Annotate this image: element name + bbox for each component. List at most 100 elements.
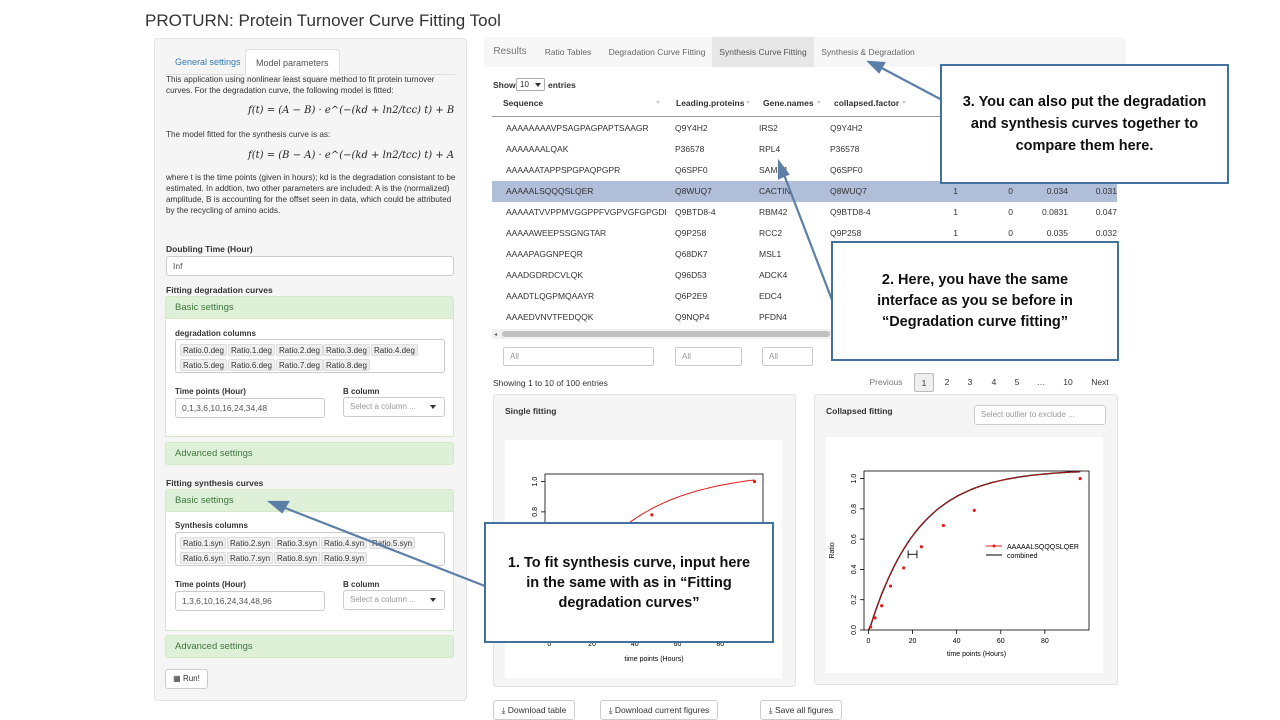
table-cell-cf: Q9P258 <box>830 228 862 238</box>
chevron-down-icon <box>430 405 436 409</box>
data-point <box>919 545 923 549</box>
synthesis-advanced-settings-header[interactable]: Advanced settings <box>165 635 454 658</box>
tag-ratio-1-syn[interactable]: Ratio.1.syn <box>180 537 227 549</box>
sort-icon <box>656 101 660 107</box>
tab-general-settings[interactable]: General settings <box>175 57 241 67</box>
tag-ratio-2-syn[interactable]: Ratio.2.syn <box>227 537 274 549</box>
legend-label-combined: combined <box>1007 553 1037 560</box>
pagination-page-2[interactable]: 2 <box>944 377 950 387</box>
results-label: Results <box>493 46 527 57</box>
table-row[interactable]: AAAAATVVPPMVGGPPFVGPVGFGPGDR Q9BTD8-4 RBM4… <box>492 202 1117 223</box>
arrow-2 <box>781 171 834 301</box>
tag-ratio-8-deg[interactable]: Ratio.8.deg <box>323 359 370 371</box>
degradation-b-column-select[interactable]: Select a column ... <box>343 397 445 417</box>
scrollbar-thumb[interactable] <box>502 331 830 337</box>
data-point <box>972 508 976 512</box>
pagination-next[interactable]: Next <box>1091 377 1109 387</box>
tab-ratio-tables[interactable]: Ratio Tables <box>544 47 592 57</box>
y-tick-label: 0.8 <box>851 504 858 514</box>
table-row[interactable]: AAAAAWEEPSSGNGTAR Q9P258 RCC2 Q9P258 1 0 0.035… <box>492 223 1117 244</box>
tag-ratio-6-deg[interactable]: Ratio.6.deg <box>228 359 275 371</box>
legend-marker-peptide <box>992 544 996 548</box>
pagination-page-10[interactable]: 10 <box>1063 377 1073 387</box>
tag-ratio-0-deg[interactable]: Ratio.0.deg <box>180 344 227 356</box>
run-button[interactable]: ▦ Run! <box>165 669 208 689</box>
y-tick-label: 0.6 <box>851 534 858 544</box>
arrow-2-head <box>777 158 790 180</box>
outlier-select[interactable]: Select outlier to exclude ... <box>974 405 1106 425</box>
table-cell-gene: PFDN4 <box>759 312 787 322</box>
pagination-page-4[interactable]: 4 <box>991 377 997 387</box>
table-cell-prot: Q9Y4H2 <box>675 123 708 133</box>
tag-ratio-4-deg[interactable]: Ratio.4.deg <box>371 344 418 356</box>
table-cell-seq: AAAAALSQQQSLQER <box>506 186 594 196</box>
pagination-page-3[interactable]: 3 <box>967 377 973 387</box>
column-header-gene-names[interactable]: Gene.names <box>763 98 814 108</box>
table-cell-n2: 0 <box>1008 228 1013 238</box>
pagination-page-1[interactable]: 1 <box>914 373 934 392</box>
column-header-sequence[interactable]: Sequence <box>503 98 544 108</box>
synthesis-b-column-select[interactable]: Select a column ... <box>343 590 445 610</box>
column-header-collapsed-factor[interactable]: collapsed.factor <box>834 98 900 108</box>
x-tick-label: 40 <box>631 641 639 648</box>
doubling-time-input[interactable]: Inf <box>166 256 454 276</box>
run-button-label: Run! <box>182 674 200 683</box>
table-row[interactable]: AAAAAAAAVPSAGPAGPAPTSAAGR Q9Y4H2 IRS2 Q9Y4H… <box>492 118 1117 139</box>
table-cell-gene: EDC4 <box>759 291 782 301</box>
degradation-columns-select[interactable]: Ratio.0.deg Ratio.1.deg Ratio.2.deg Rati… <box>175 339 445 373</box>
table-cell-gene: SAMD1 <box>759 165 789 175</box>
table-cell-n1: 1 <box>953 207 958 217</box>
tag-ratio-2-deg[interactable]: Ratio.2.deg <box>276 344 323 356</box>
tag-ratio-5-deg[interactable]: Ratio.5.deg <box>180 359 227 371</box>
callout-synthesis-input: 1. To fit synthesis curve, input here in… <box>484 522 774 643</box>
degradation-basic-settings-header[interactable]: Basic settings <box>165 296 454 319</box>
table-row[interactable]: AAAAALSQQQSLQER Q8WUQ7 CACTIN Q8WUQ7 1 0 0.034… <box>492 181 1117 202</box>
tab-degradation-curve-fitting[interactable]: Degradation Curve Fitting <box>608 47 706 57</box>
entries-select[interactable]: 10 <box>516 78 545 91</box>
y-axis-label: Ratio <box>829 542 836 558</box>
table-row[interactable]: AAAAAATAPPSPGPAQPGPR Q6SPF0 SAMD1 Q6SPF0 <box>492 160 1117 181</box>
tag-ratio-4-syn[interactable]: Ratio.4.syn <box>321 537 368 549</box>
pagination-previous[interactable]: Previous <box>869 377 903 387</box>
filter-leading-proteins-input[interactable]: All <box>675 347 742 366</box>
tab-model-parameters[interactable]: Model parameters <box>245 49 340 75</box>
tag-ratio-7-syn[interactable]: Ratio.7.syn <box>227 552 274 564</box>
tag-ratio-1-deg[interactable]: Ratio.1.deg <box>228 344 275 356</box>
tag-ratio-6-syn[interactable]: Ratio.6.syn <box>180 552 227 564</box>
synthesis-time-input[interactable]: 1,3,6,10,16,24,34,48,96 <box>175 591 325 611</box>
tag-ratio-3-deg[interactable]: Ratio.3.deg <box>323 344 370 356</box>
table-row[interactable]: AAAEDVNVTFEDQQK Q9NQP4 PFDN4 <box>492 307 1117 328</box>
synthesis-basic-panel <box>165 512 454 631</box>
table-row[interactable]: AAADGDRDCVLQK Q96D53 ADCK4 <box>492 265 1117 286</box>
filter-sequence-input[interactable]: All <box>503 347 654 366</box>
degradation-time-input[interactable]: 0,1,3,6,10,16,24,34,48 <box>175 398 325 418</box>
filter-gene-names-input[interactable]: All <box>762 347 813 366</box>
tag-ratio-7-deg[interactable]: Ratio.7.deg <box>276 359 323 371</box>
data-point <box>869 625 873 629</box>
pagination-page-5[interactable]: 5 <box>1014 377 1020 387</box>
tag-ratio-8-syn[interactable]: Ratio.8.syn <box>274 552 321 564</box>
tag-ratio-3-syn[interactable]: Ratio.3.syn <box>274 537 321 549</box>
tab-synthesis-degradation[interactable]: Synthesis & Degradation <box>821 47 915 57</box>
data-point <box>888 584 893 588</box>
show-label: Show <box>493 80 516 90</box>
table-row[interactable]: AAADTLQGPMQAAYR Q6P2E9 EDC4 <box>492 286 1117 307</box>
data-point <box>650 513 654 517</box>
data-point <box>752 479 757 484</box>
x-tick-label: 80 <box>1041 638 1049 645</box>
degradation-advanced-settings-header[interactable]: Advanced settings <box>165 442 454 465</box>
download-icon: ⤓ <box>608 705 615 715</box>
table-row[interactable]: AAAAPAGGNPEQR Q68DK7 MSL1 <box>492 244 1117 265</box>
doubling-time-label: Doubling Time (Hour) <box>166 244 253 254</box>
table-row[interactable]: AAAAAAALQAK P36578 RPL4 P36578 <box>492 139 1117 160</box>
scroll-left-icon[interactable]: ◂ <box>494 332 498 338</box>
synthesis-columns-select[interactable]: Ratio.1.syn Ratio.2.syn Ratio.3.syn Rati… <box>175 532 445 566</box>
y-tick-label: 0.8 <box>532 507 539 517</box>
table-cell-seq: AAAAAAAAVPSAGPAGPAPTSAAGR <box>506 123 649 133</box>
tag-ratio-9-syn[interactable]: Ratio.9.syn <box>321 552 368 564</box>
column-header-leading-proteins[interactable]: Leading.proteins <box>676 98 745 108</box>
table-cell-prot: Q68DK7 <box>675 249 708 259</box>
tab-synthesis-curve-fitting[interactable]: Synthesis Curve Fitting <box>712 37 814 67</box>
synthesis-basic-settings-header[interactable]: Basic settings <box>165 489 454 512</box>
